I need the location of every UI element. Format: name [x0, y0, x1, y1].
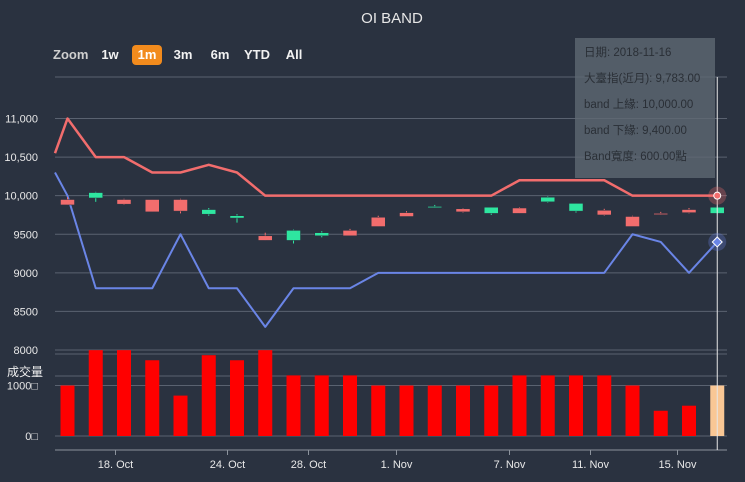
candle-body: [116, 199, 132, 205]
volume-bar: [484, 385, 499, 436]
volume-tick-label: 1000□: [7, 381, 38, 393]
x-tick-label: 7. Nov: [494, 459, 526, 471]
volume-bar: [173, 395, 188, 436]
candle-body: [653, 213, 668, 215]
volume-bar: [540, 375, 555, 436]
x-tick-label: 24. Oct: [210, 459, 245, 471]
tooltip-upper-band: band 上緣: 10,000.00: [584, 99, 694, 111]
candle-body: [342, 230, 358, 237]
x-tick-label: 18. Oct: [98, 459, 133, 471]
candle-body: [681, 209, 697, 213]
volume-bar: [314, 375, 329, 436]
volume-bar: [682, 405, 696, 436]
y-tick-label: 11,000: [5, 114, 38, 126]
y-tick-label: 9500: [14, 229, 38, 241]
tooltip: 日期: 2018-11-16 大臺指(近月): 9,783.00 band 上緣…: [575, 38, 715, 178]
candle-body: [60, 199, 75, 206]
lower-band-marker: [711, 236, 723, 248]
candle-layer: [60, 191, 725, 244]
x-tick-label: 28. Oct: [291, 459, 326, 471]
volume-bar: [145, 360, 160, 436]
zoom-button-6m[interactable]: 6m: [210, 47, 230, 62]
zoom-button-1w[interactable]: 1w: [101, 47, 119, 62]
candle-body: [484, 206, 499, 214]
candle-body: [427, 206, 442, 208]
volume-bar: [597, 375, 612, 436]
volume-tick-label: 0□: [25, 431, 38, 443]
zoom-button-3m[interactable]: 3m: [173, 47, 193, 62]
volume-bar: [399, 385, 414, 436]
y-tick-label: 8500: [14, 306, 38, 318]
chart-title: OI BAND: [361, 10, 423, 27]
volume-layer: [60, 350, 725, 436]
crosshair-layer: [708, 77, 727, 450]
candle-body: [145, 199, 160, 213]
candle-body: [597, 210, 612, 216]
zoom-button-all[interactable]: All: [285, 47, 303, 62]
candle-body: [455, 208, 471, 213]
volume-label: 成交量: [7, 364, 43, 379]
zoom-label: Zoom: [53, 47, 89, 62]
candle-body: [229, 215, 245, 219]
tooltip-lower-band: band 下緣: 9,400.00: [584, 125, 687, 137]
volume-bar: [60, 385, 75, 436]
grid-layer: [55, 76, 727, 455]
tooltip-price: 大臺指(近月): 9,783.00: [584, 73, 701, 85]
band-layer: [53, 117, 718, 328]
volume-bar: [230, 360, 244, 436]
volume-bar: [201, 355, 216, 436]
volume-bar: [343, 375, 357, 436]
volume-bar: [117, 350, 131, 436]
x-tick-label: 15. Nov: [659, 459, 697, 471]
volume-bar: [625, 385, 640, 436]
y-tick-label: 9000: [14, 268, 38, 280]
candle-body: [258, 235, 273, 241]
candle-body: [173, 199, 188, 212]
volume-bar: [427, 385, 442, 436]
upper-band-marker: [713, 191, 722, 200]
volume-bar: [258, 350, 273, 436]
volume-bar: [456, 385, 470, 436]
candle-body: [568, 203, 584, 212]
candle-body: [399, 212, 414, 217]
candle-body: [88, 192, 103, 199]
volume-bar: [286, 375, 301, 436]
x-tick-label: 11. Nov: [572, 459, 610, 471]
lower-band-line: [54, 172, 718, 328]
candle-body: [286, 230, 301, 241]
y-tick-label: 10,000: [4, 191, 38, 203]
volume-bar: [512, 375, 527, 436]
candle-body: [625, 216, 640, 227]
candle-body: [314, 232, 329, 237]
y-tick-label: 10,500: [4, 152, 38, 164]
tooltip-date: 日期: 2018-11-16: [584, 47, 672, 59]
volume-bar: [88, 350, 103, 436]
volume-bar: [569, 375, 583, 436]
candle-body: [512, 207, 527, 214]
volume-bar: [653, 410, 668, 436]
x-tick-label: 1. Nov: [381, 459, 413, 471]
y-tick-label: 8000: [14, 345, 38, 357]
candle-body: [540, 196, 555, 203]
candle-body: [371, 217, 386, 227]
upper-band-line: [53, 117, 718, 197]
volume-bar: [371, 385, 386, 436]
candle-body: [201, 209, 216, 215]
zoom-button-ytd[interactable]: YTD: [244, 47, 270, 62]
axis-layer: 8000 8500 9000 9500 10,000 10,500 11,000 0□ 1000…: [4, 114, 697, 472]
zoom-button-1m[interactable]: 1m: [132, 45, 162, 65]
tooltip-band-width: Band寬度: 600.00點: [584, 151, 687, 163]
